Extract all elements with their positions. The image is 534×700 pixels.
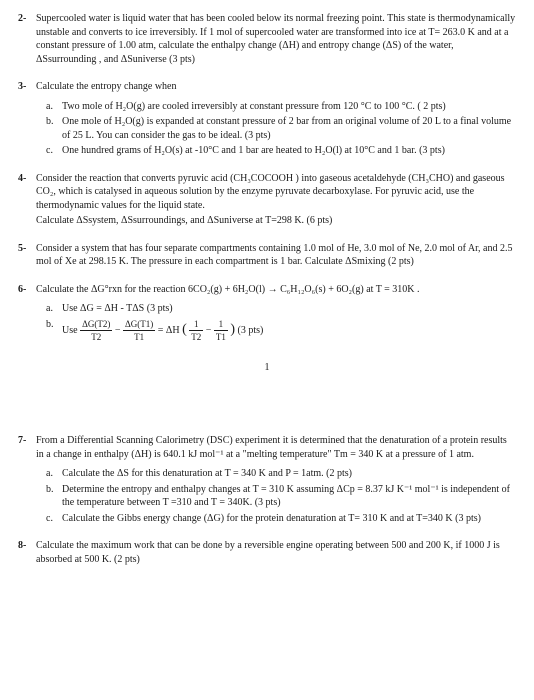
problem-3a: a. Two mole of H₂O(g) are cooled irrever… [46, 100, 516, 114]
problem-4-calc: Calculate ΔSsystem, ΔSsurroundings, and … [36, 214, 516, 228]
frac-1-top: ΔG(T2) [80, 318, 112, 331]
problem-5: 5- Consider a system that has four separ… [18, 242, 516, 269]
p6b-mid: = ΔH [158, 324, 182, 335]
sub-letter-c: c. [46, 144, 62, 158]
problem-7c-text: Calculate the Gibbs energy change (ΔG) f… [62, 512, 516, 526]
problem-6: 6- Calculate the ΔG°rxn for the reaction… [18, 283, 516, 343]
sub-letter-7a: a. [46, 467, 62, 481]
sub-letter-6a: a. [46, 302, 62, 316]
problem-6b: b. Use ΔG(T2) T2 − ΔG(T1) T1 = ΔH ( 1 T2 [46, 318, 516, 343]
problem-3-header: 3- Calculate the entropy change when [18, 80, 516, 94]
problem-5-header: 5- Consider a system that has four separ… [18, 242, 516, 269]
p6b-post: (3 pts) [238, 324, 264, 335]
problem-7b: b. Determine the entropy and enthalpy ch… [46, 483, 516, 510]
problem-6-header: 6- Calculate the ΔG°rxn for the reaction… [18, 283, 516, 297]
problem-8-header: 8- Calculate the maximum work that can b… [18, 539, 516, 566]
frac-1-bot: T2 [80, 331, 112, 343]
frac-2-top: ΔG(T1) [123, 318, 155, 331]
problem-6a: a. Use ΔG = ΔH - TΔS (3 pts) [46, 302, 516, 316]
problem-6-num: 6- [18, 283, 36, 297]
problem-7a-text: Calculate the ΔS for this denaturation a… [62, 467, 516, 481]
frac-3: 1 T2 [189, 318, 203, 343]
page-number: 1 [18, 361, 516, 375]
problem-3c: c. One hundred grams of H₂O(s) at -10°C … [46, 144, 516, 158]
problem-7: 7- From a Differential Scanning Calorime… [18, 434, 516, 525]
problem-5-text: Consider a system that has four separate… [36, 242, 516, 269]
problem-4: 4- Consider the reaction that converts p… [18, 172, 516, 228]
problem-2-header: 2- Supercooled water is liquid water tha… [18, 12, 516, 66]
problem-4-text: Consider the reaction that converts pyru… [36, 172, 516, 228]
problem-2-num: 2- [18, 12, 36, 66]
problem-3c-text: One hundred grams of H₂O(s) at -10°C and… [62, 144, 516, 158]
problem-4-header: 4- Consider the reaction that converts p… [18, 172, 516, 228]
problem-7-sublist: a. Calculate the ΔS for this denaturatio… [46, 467, 516, 525]
problem-4-num: 4- [18, 172, 36, 228]
p6b-minus2: − [206, 324, 214, 335]
sub-letter-b: b. [46, 115, 62, 142]
problem-6-sublist: a. Use ΔG = ΔH - TΔS (3 pts) b. Use ΔG(T… [46, 302, 516, 343]
problem-6a-text: Use ΔG = ΔH - TΔS (3 pts) [62, 302, 516, 316]
problem-3-text: Calculate the entropy change when [36, 80, 516, 94]
p6b-pre: Use [62, 324, 80, 335]
problem-3a-text: Two mole of H₂O(g) are cooled irreversib… [62, 100, 516, 114]
problem-2: 2- Supercooled water is liquid water tha… [18, 12, 516, 66]
problem-5-num: 5- [18, 242, 36, 269]
frac-3-top: 1 [189, 318, 203, 331]
frac-3-bot: T2 [189, 331, 203, 343]
problem-7-text: From a Differential Scanning Calorimetry… [36, 434, 516, 461]
problem-3: 3- Calculate the entropy change when a. … [18, 80, 516, 158]
sub-letter-a: a. [46, 100, 62, 114]
paren-close: ) [230, 322, 235, 337]
problem-8-num: 8- [18, 539, 36, 566]
frac-1: ΔG(T2) T2 [80, 318, 112, 343]
sub-letter-7c: c. [46, 512, 62, 526]
frac-4-bot: T1 [214, 331, 228, 343]
problem-7-header: 7- From a Differential Scanning Calorime… [18, 434, 516, 461]
problem-7a: a. Calculate the ΔS for this denaturatio… [46, 467, 516, 481]
frac-4-top: 1 [214, 318, 228, 331]
problem-4-body: Consider the reaction that converts pyru… [36, 173, 505, 211]
problem-3-num: 3- [18, 80, 36, 94]
problem-7b-text: Determine the entropy and enthalpy chang… [62, 483, 516, 510]
problem-6b-text: Use ΔG(T2) T2 − ΔG(T1) T1 = ΔH ( 1 T2 − [62, 318, 516, 343]
frac-2: ΔG(T1) T1 [123, 318, 155, 343]
problem-3b: b. One mole of H₂O(g) is expanded at con… [46, 115, 516, 142]
problem-8-text: Calculate the maximum work that can be d… [36, 539, 516, 566]
sub-letter-7b: b. [46, 483, 62, 510]
paren-open: ( [182, 322, 187, 337]
frac-2-bot: T1 [123, 331, 155, 343]
problem-6-text: Calculate the ΔG°rxn for the reaction 6C… [36, 283, 516, 297]
problem-3b-text: One mole of H₂O(g) is expanded at consta… [62, 115, 516, 142]
p6b-minus: − [115, 324, 123, 335]
problem-8: 8- Calculate the maximum work that can b… [18, 539, 516, 566]
problem-7-num: 7- [18, 434, 36, 461]
sub-letter-6b: b. [46, 318, 62, 343]
problem-7c: c. Calculate the Gibbs energy change (ΔG… [46, 512, 516, 526]
problem-3-sublist: a. Two mole of H₂O(g) are cooled irrever… [46, 100, 516, 158]
problem-2-text: Supercooled water is liquid water that h… [36, 12, 516, 66]
frac-4: 1 T1 [214, 318, 228, 343]
